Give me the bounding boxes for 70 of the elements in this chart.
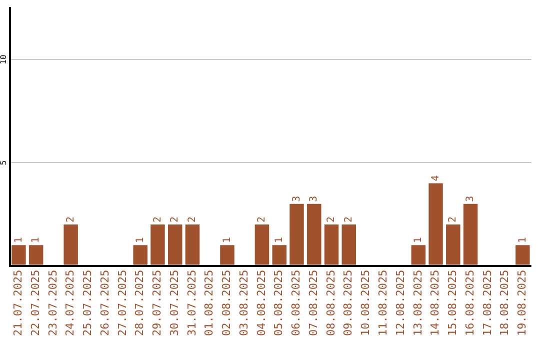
- data-label: 3: [308, 196, 320, 202]
- x-tick-label: 09.08.2025: [342, 270, 355, 336]
- x-tick-label: 13.08.2025: [411, 270, 424, 336]
- bar: [272, 245, 286, 265]
- data-label: 2: [187, 216, 198, 223]
- data-label: 1: [134, 237, 146, 244]
- data-label: 2: [152, 216, 164, 223]
- data-label: 3: [465, 196, 476, 202]
- bar: [12, 245, 26, 265]
- x-tick-label: 14.08.2025: [428, 270, 442, 336]
- data-label: 1: [30, 237, 42, 244]
- y-tick-label: 10: [0, 54, 8, 64]
- x-tick-label: 17.08.2025: [480, 270, 494, 336]
- x-tick-label: 05.08.2025: [272, 270, 286, 336]
- data-label: 2: [256, 216, 268, 223]
- x-tick-label: 27.07.2025: [116, 270, 129, 336]
- x-tick-label: 06.08.2025: [290, 270, 303, 336]
- x-tick-label: 29.07.2025: [150, 270, 164, 336]
- x-tick-label: 10.08.2025: [359, 270, 372, 336]
- bar: [150, 224, 165, 265]
- x-tick-label: 19.08.2025: [516, 270, 529, 336]
- data-label: 2: [170, 216, 181, 223]
- bar: [446, 224, 460, 265]
- data-label: 2: [343, 216, 354, 223]
- x-tick-label: 12.08.2025: [394, 270, 407, 336]
- bar: [64, 224, 78, 265]
- bar: [411, 245, 426, 265]
- x-tick-label: 21.07.2025: [12, 270, 25, 336]
- y-tick-label: 5: [0, 160, 8, 166]
- x-tick-label: 28.07.2025: [133, 270, 146, 336]
- x-tick-label: 11.08.2025: [376, 270, 390, 336]
- x-tick-label: 03.08.2025: [237, 270, 250, 336]
- x-tick-label: 23.07.2025: [46, 270, 60, 336]
- x-tick-label: 15.08.2025: [446, 270, 460, 336]
- x-tick-label: 01.08.2025: [202, 270, 216, 336]
- bar: [254, 224, 270, 265]
- data-label: 4: [430, 175, 442, 182]
- data-label: 1: [222, 237, 233, 244]
- bar: [220, 245, 234, 265]
- x-tick-label: 24.07.2025: [64, 270, 77, 336]
- x-tick-label: 22.07.2025: [28, 270, 42, 336]
- x-tick-label: 08.08.2025: [324, 270, 338, 336]
- bar: [290, 204, 304, 265]
- data-label: 2: [448, 216, 459, 223]
- bar: [342, 224, 356, 265]
- x-tick-label: 16.08.2025: [463, 270, 476, 336]
- data-label: 2: [65, 216, 76, 223]
- data-label: 2: [326, 216, 338, 223]
- x-tick-label: 30.07.2025: [168, 270, 181, 336]
- bar: [516, 245, 530, 265]
- bar: [168, 224, 182, 265]
- x-tick-label: 04.08.2025: [254, 270, 268, 336]
- x-tick-label: 07.08.2025: [306, 270, 320, 336]
- bar: [463, 204, 478, 265]
- data-label: 1: [13, 237, 24, 244]
- x-tick-label: 25.07.2025: [81, 270, 94, 336]
- x-tick-label: 31.07.2025: [185, 270, 198, 336]
- data-label: 3: [291, 196, 302, 202]
- bar: [185, 224, 200, 265]
- data-label: 1: [274, 237, 285, 244]
- bar: [133, 245, 148, 265]
- bar: [428, 183, 443, 265]
- data-label: 1: [412, 237, 424, 244]
- x-tick-label: 02.08.2025: [220, 270, 234, 336]
- bar: [28, 245, 44, 265]
- x-tick-label: 18.08.2025: [498, 270, 512, 336]
- bar: [307, 204, 322, 265]
- bar: [324, 224, 339, 265]
- data-label: 1: [517, 237, 528, 244]
- x-tick-label: 26.07.2025: [98, 270, 112, 336]
